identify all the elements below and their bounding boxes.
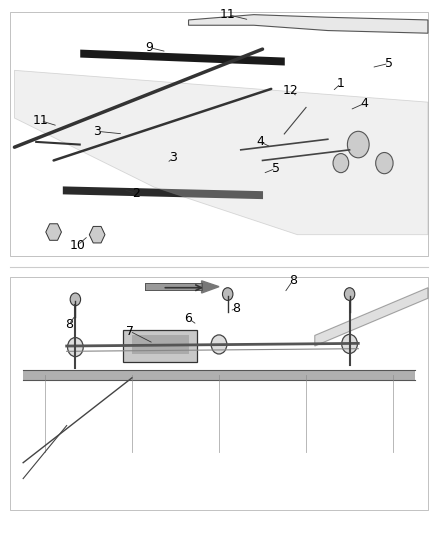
Text: 9: 9: [145, 41, 153, 54]
Text: 8: 8: [65, 318, 73, 332]
Text: 11: 11: [220, 8, 236, 21]
Text: 12: 12: [283, 84, 299, 97]
Polygon shape: [46, 224, 61, 240]
FancyBboxPatch shape: [10, 12, 428, 256]
Text: 3: 3: [170, 151, 177, 164]
Text: 5: 5: [385, 57, 393, 70]
Circle shape: [347, 131, 369, 158]
Circle shape: [342, 334, 357, 353]
Polygon shape: [315, 288, 428, 346]
Text: 7: 7: [126, 325, 134, 338]
Text: 3: 3: [93, 125, 101, 138]
Circle shape: [333, 154, 349, 173]
Text: 8: 8: [289, 274, 297, 287]
Text: 4: 4: [361, 96, 369, 110]
Text: 5: 5: [272, 162, 279, 175]
Circle shape: [223, 288, 233, 301]
Text: 2: 2: [132, 187, 140, 200]
Text: 6: 6: [184, 312, 192, 325]
Text: 10: 10: [70, 239, 85, 252]
Polygon shape: [14, 70, 428, 235]
Polygon shape: [188, 14, 428, 33]
Text: 11: 11: [33, 114, 49, 127]
Text: 8: 8: [233, 302, 240, 316]
Circle shape: [376, 152, 393, 174]
Text: 4: 4: [256, 135, 264, 148]
Polygon shape: [201, 281, 219, 293]
Circle shape: [344, 288, 355, 301]
FancyBboxPatch shape: [10, 277, 428, 511]
Polygon shape: [89, 227, 105, 243]
Polygon shape: [123, 330, 197, 362]
Circle shape: [70, 293, 81, 306]
Text: 1: 1: [337, 77, 345, 90]
Circle shape: [67, 337, 83, 357]
Circle shape: [211, 335, 227, 354]
